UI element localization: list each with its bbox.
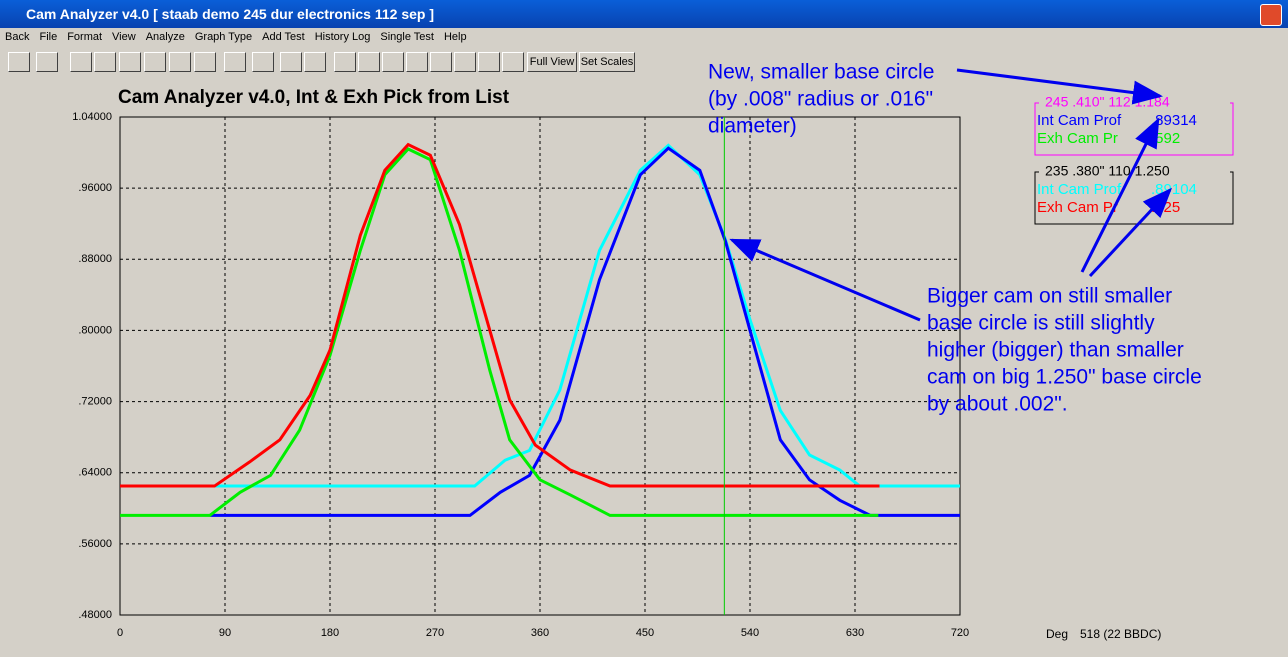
- toolbar-button[interactable]: [36, 52, 58, 72]
- menu-item[interactable]: Analyze: [145, 31, 185, 43]
- toolbar-button[interactable]: [334, 52, 356, 72]
- annotation-text: higher (bigger) than smaller: [927, 339, 1184, 362]
- x-tick-label: 450: [636, 627, 654, 639]
- toolbar: Full View Set Scales: [0, 48, 1288, 76]
- legend-header: 235 .380" 110 1.250: [1045, 163, 1170, 179]
- toolbar-button[interactable]: [94, 52, 116, 72]
- x-tick-label: 720: [951, 627, 969, 639]
- x-tick-label: 90: [219, 627, 231, 639]
- data-line: [120, 147, 879, 517]
- menu-item[interactable]: File: [39, 31, 58, 43]
- window-title: Cam Analyzer v4.0 [ staab demo 245 dur e…: [26, 6, 434, 22]
- menu-item[interactable]: Format: [67, 31, 103, 43]
- annotation-text: diameter): [708, 115, 797, 138]
- x-tick-label: 180: [321, 627, 339, 639]
- toolbar-button[interactable]: [406, 52, 428, 72]
- toolbar-button[interactable]: [502, 52, 524, 72]
- toolbar-button[interactable]: [194, 52, 216, 72]
- toolbar-button[interactable]: Set Scales: [579, 52, 635, 72]
- toolbar-button[interactable]: [358, 52, 380, 72]
- chart-title: Cam Analyzer v4.0, Int & Exh Pick from L…: [118, 87, 510, 108]
- status-value: 518 (22 BBDC): [1080, 627, 1161, 641]
- data-line: [120, 142, 880, 488]
- menu-item[interactable]: View: [112, 31, 136, 43]
- menu-item[interactable]: Add Test: [262, 31, 305, 43]
- annotation-text: Bigger cam on still smaller: [927, 285, 1172, 308]
- toolbar-button[interactable]: [224, 52, 246, 72]
- toolbar-button[interactable]: [454, 52, 476, 72]
- annotation-arrow: [729, 238, 921, 322]
- menu-bar: Back File Format View Analyze Graph Type Add T…: [0, 28, 1288, 48]
- y-tick-label: .96000: [78, 182, 112, 194]
- menu-item[interactable]: Help: [443, 31, 467, 43]
- annotation-arrow: [1088, 187, 1173, 278]
- toolbar-button[interactable]: [280, 52, 302, 72]
- toolbar-button[interactable]: [304, 52, 326, 72]
- menu-item[interactable]: Graph Type: [194, 31, 253, 43]
- toolbar-button[interactable]: [70, 52, 92, 72]
- legend-box-border: [1034, 171, 1234, 225]
- legend-value: .89104: [1151, 181, 1197, 198]
- y-tick-label: .56000: [78, 538, 112, 550]
- annotation-arrow: [956, 68, 1163, 105]
- toolbar-button[interactable]: [169, 52, 191, 72]
- toolbar-button[interactable]: [430, 52, 452, 72]
- toolbar-button[interactable]: [382, 52, 404, 72]
- annotation-text: base circle is still slightly: [927, 312, 1155, 335]
- legend-label: Exh Cam Pr: [1037, 130, 1118, 147]
- legend-value: .89314: [1151, 112, 1197, 129]
- legend-label: Int Cam Prof: [1037, 112, 1122, 129]
- toolbar-button[interactable]: [119, 52, 141, 72]
- x-tick-label: 360: [531, 627, 549, 639]
- title-bar: Cam Analyzer v4.0 [ staab demo 245 dur e…: [0, 0, 1288, 28]
- annotation-arrow: [1080, 117, 1160, 273]
- legend-box-border: [1034, 102, 1234, 156]
- toolbar-button[interactable]: Full View: [527, 52, 577, 72]
- menu-item[interactable]: History Log: [314, 31, 371, 43]
- y-tick-label: .64000: [78, 467, 112, 479]
- annotation-text: cam on big 1.250" base circle: [927, 366, 1202, 389]
- legend-value: .592: [1151, 130, 1180, 147]
- x-tick-label: 270: [426, 627, 444, 639]
- y-tick-label: .88000: [78, 253, 112, 265]
- close-button[interactable]: [1260, 4, 1282, 26]
- menu-item[interactable]: Back: [5, 31, 30, 43]
- x-tick-label: 0: [117, 627, 123, 639]
- y-tick-label: .80000: [78, 324, 112, 336]
- data-line: [209, 146, 960, 517]
- legend-label: Int Cam Prof: [1037, 181, 1122, 198]
- toolbar-button[interactable]: [252, 52, 274, 72]
- status-label: Deg: [1046, 627, 1068, 641]
- toolbar-button[interactable]: [478, 52, 500, 72]
- toolbar-button[interactable]: [8, 52, 30, 72]
- annotation-text: (by .008" radius or .016": [708, 88, 933, 111]
- legend-label: Exh Cam Pr: [1037, 199, 1118, 216]
- menu-item[interactable]: Single Test: [380, 31, 434, 43]
- y-tick-label: 1.04000: [72, 111, 112, 123]
- x-tick-label: 540: [741, 627, 759, 639]
- y-tick-label: .72000: [78, 395, 112, 407]
- y-tick-label: .48000: [78, 609, 112, 621]
- annotation-text: New, smaller base circle: [708, 61, 934, 84]
- toolbar-button[interactable]: [144, 52, 166, 72]
- x-tick-label: 630: [846, 627, 864, 639]
- annotation-text: by about .002".: [927, 393, 1068, 416]
